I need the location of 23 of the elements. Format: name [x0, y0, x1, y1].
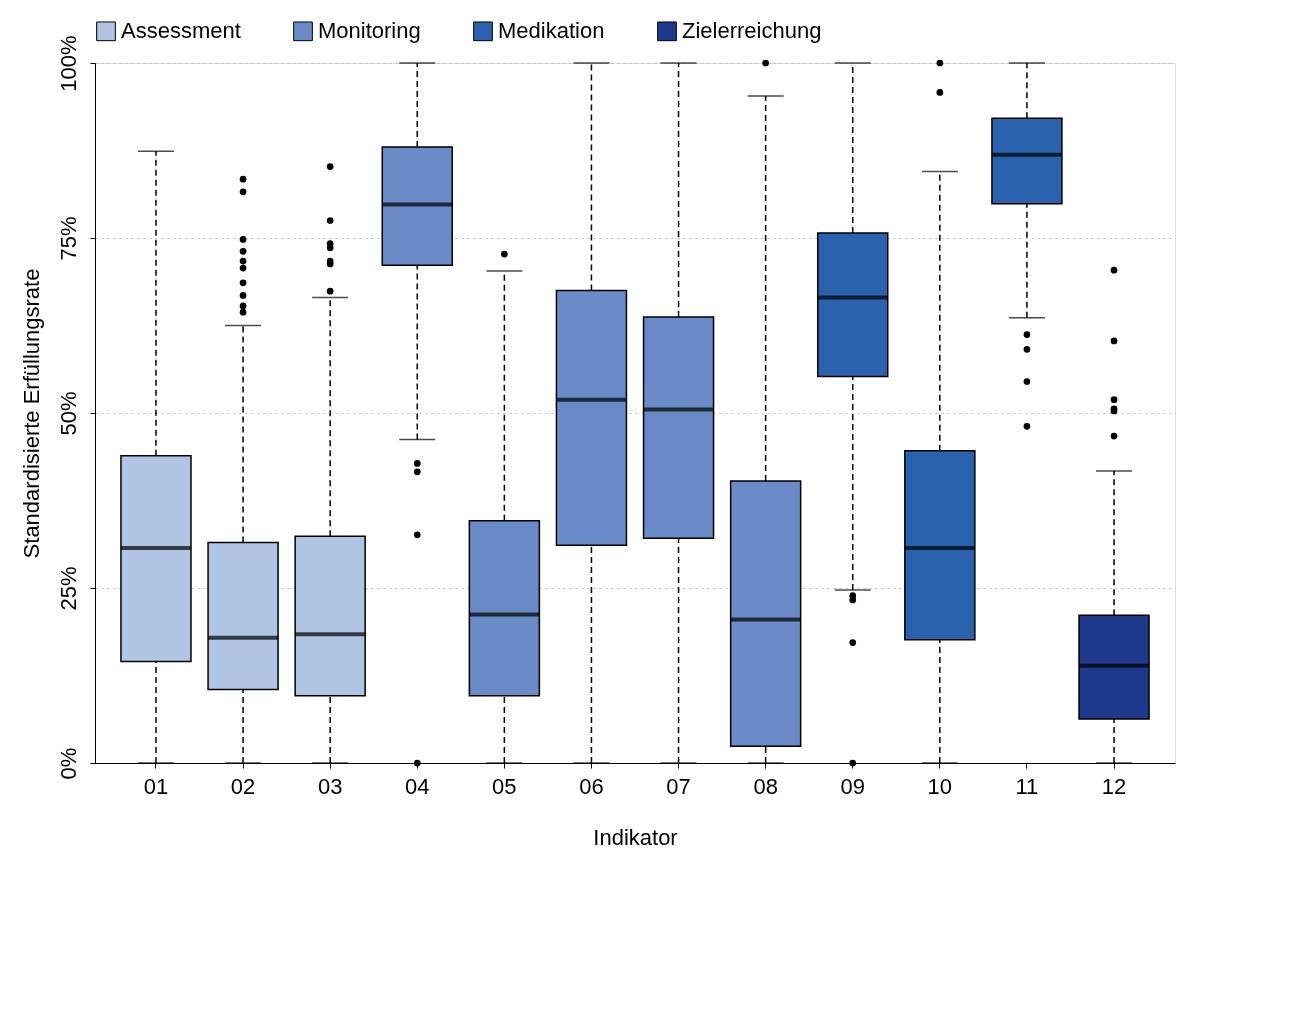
- x-tick-label: 05: [492, 773, 517, 799]
- y-axis-title: Standardisierte Erfüllungsrate: [18, 268, 44, 559]
- x-tick-label: 11: [1015, 773, 1039, 799]
- x-tick-label: 01: [143, 773, 169, 799]
- y-tick-label: 25%: [55, 566, 81, 611]
- x-tick-label: 07: [666, 773, 691, 799]
- y-tick-label: 50%: [55, 391, 81, 436]
- legend-label: Medikation: [498, 18, 605, 44]
- legend-label: Zielerreichung: [682, 18, 822, 44]
- x-tick-label: 12: [1101, 773, 1127, 799]
- x-tick-label: 10: [927, 773, 953, 799]
- x-tick-label: 04: [405, 773, 430, 799]
- y-tick-label: 75%: [55, 216, 81, 261]
- x-tick-label: 06: [579, 773, 604, 799]
- x-tick-label: 08: [753, 773, 778, 799]
- x-tick-label: 09: [840, 773, 865, 799]
- legend-label: Monitoring: [318, 18, 421, 44]
- x-tick-label: 02: [230, 773, 256, 799]
- y-tick-label: 0%: [55, 747, 81, 780]
- legend-label: Assessment: [121, 18, 241, 44]
- x-axis-title: Indikator: [593, 824, 678, 850]
- x-tick-label: 03: [317, 773, 343, 799]
- y-tick-label: 100%: [55, 35, 81, 92]
